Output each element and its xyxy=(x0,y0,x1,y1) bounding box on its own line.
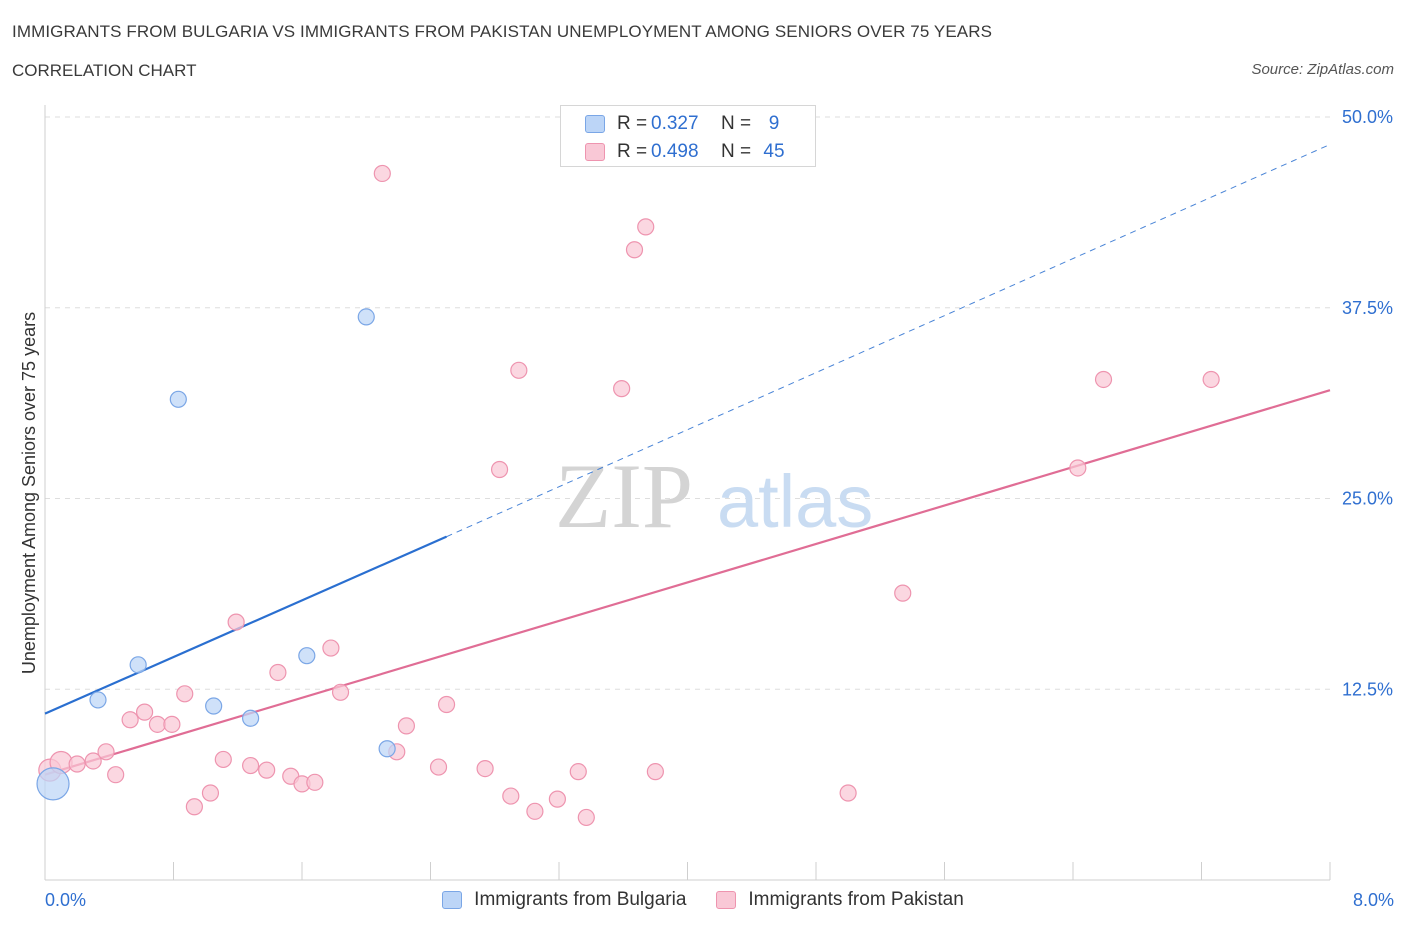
pakistan-point[interactable] xyxy=(476,760,494,778)
pakistan-point[interactable] xyxy=(373,164,391,183)
bulgaria-point[interactable] xyxy=(298,647,316,665)
pakistan-point[interactable] xyxy=(577,808,595,827)
pakistan-point[interactable] xyxy=(637,218,655,236)
pakistan-point[interactable] xyxy=(185,798,203,816)
legend-label-bulgaria: Immigrants from Bulgaria xyxy=(474,889,687,910)
y-tick-label: 12.5% xyxy=(1342,679,1393,699)
n-value: 45 xyxy=(763,141,785,162)
pakistan-point[interactable] xyxy=(163,715,181,733)
x-tick-label-max: 8.0% xyxy=(1352,890,1394,910)
bulgaria-point[interactable] xyxy=(357,308,375,326)
pakistan-point[interactable] xyxy=(227,613,245,631)
pakistan-point[interactable] xyxy=(322,639,340,657)
pakistan-point[interactable] xyxy=(258,761,276,779)
y-tick-labels: 12.5% 25.0% 37.5% 50.0% xyxy=(1342,107,1393,699)
r-value: 0.327 xyxy=(651,113,699,134)
pakistan-point[interactable] xyxy=(1202,370,1220,389)
pakistan-point[interactable] xyxy=(397,717,416,735)
pakistan-swatch xyxy=(585,143,605,161)
pakistan-point[interactable] xyxy=(490,460,509,479)
pakistan-point[interactable] xyxy=(214,750,232,769)
bulgaria-swatch xyxy=(585,115,605,133)
bulgaria-trend-extension xyxy=(446,144,1331,538)
y-tick-label: 25.0% xyxy=(1342,489,1393,509)
pakistan-point[interactable] xyxy=(894,584,912,602)
pakistan-point[interactable] xyxy=(121,711,139,729)
pakistan-point[interactable] xyxy=(107,766,125,784)
source-credit: Source: ZipAtlas.com xyxy=(1251,61,1394,78)
pakistan-point[interactable] xyxy=(569,763,587,781)
bulgaria-point[interactable] xyxy=(205,697,223,715)
pakistan-point[interactable] xyxy=(148,715,167,733)
pakistan-point[interactable] xyxy=(331,683,350,701)
axes xyxy=(44,105,1331,881)
r-label: R = xyxy=(617,141,648,162)
pakistan-point[interactable] xyxy=(502,787,520,805)
pakistan-point[interactable] xyxy=(526,802,544,820)
legend-label-pakistan: Immigrants from Pakistan xyxy=(748,889,964,910)
bulgaria-point[interactable] xyxy=(36,767,70,801)
watermark-zip: ZIP xyxy=(555,445,693,547)
pakistan-trend-line xyxy=(44,389,1331,776)
n-label: N = xyxy=(721,113,752,134)
pakistan-point[interactable] xyxy=(306,773,324,791)
r-value: 0.498 xyxy=(651,141,699,162)
watermark-atlas: atlas xyxy=(717,460,873,543)
bulgaria-point[interactable] xyxy=(169,390,187,408)
bulgaria-point[interactable] xyxy=(242,709,260,727)
bulgaria-swatch xyxy=(442,891,463,909)
x-tick-label-min: 0.0% xyxy=(45,890,87,910)
chart-subtitle: CORRELATION CHART xyxy=(12,61,197,80)
y-tick-label: 37.5% xyxy=(1342,298,1393,318)
bulgaria-trend-line xyxy=(44,535,448,715)
pakistan-point[interactable] xyxy=(269,663,287,682)
pakistan-swatch xyxy=(716,891,737,909)
pakistan-point[interactable] xyxy=(201,784,220,802)
y-axis-title: Unemployment Among Seniors over 75 years xyxy=(19,312,39,674)
pakistan-point[interactable] xyxy=(242,756,260,775)
legend-item-pakistan[interactable]: Immigrants from Pakistan xyxy=(716,889,964,911)
chart-title: IMMIGRANTS FROM BULGARIA VS IMMIGRANTS F… xyxy=(12,22,993,41)
pakistan-point[interactable] xyxy=(548,790,566,808)
pakistan-point[interactable] xyxy=(437,695,456,714)
gridlines xyxy=(45,116,1330,690)
pakistan-point[interactable] xyxy=(625,241,644,259)
pakistan-point[interactable] xyxy=(84,752,102,770)
pakistan-point[interactable] xyxy=(135,703,154,721)
legend-row-bulgaria: R = 0.327 N = 9 xyxy=(585,112,789,136)
r-label: R = xyxy=(617,113,648,134)
legend-row-pakistan: R = 0.498 N = 45 xyxy=(585,140,789,164)
watermark: ZIP atlas xyxy=(555,445,873,547)
series-legend: Immigrants from Bulgaria Immigrants from… xyxy=(0,889,1406,911)
pakistan-point[interactable] xyxy=(1069,459,1087,477)
pakistan-point[interactable] xyxy=(646,763,664,781)
pakistan-point[interactable] xyxy=(510,361,528,379)
pakistan-point[interactable] xyxy=(839,784,857,802)
n-value: 9 xyxy=(768,113,780,134)
legend-item-bulgaria[interactable]: Immigrants from Bulgaria xyxy=(442,889,686,911)
data-points xyxy=(36,164,1220,827)
bulgaria-point[interactable] xyxy=(129,656,147,674)
pakistan-point[interactable] xyxy=(429,758,448,776)
bulgaria-point[interactable] xyxy=(89,691,107,709)
pakistan-point[interactable] xyxy=(176,685,194,703)
n-label: N = xyxy=(721,141,752,162)
pakistan-point[interactable] xyxy=(68,755,86,773)
correlation-legend: R = 0.327 N = 9 R = 0.498 N = 45 xyxy=(560,105,816,167)
trend-lines xyxy=(44,144,1331,776)
pakistan-point[interactable] xyxy=(1094,370,1113,389)
y-tick-label: 50.0% xyxy=(1342,107,1393,127)
pakistan-point[interactable] xyxy=(613,380,631,398)
pakistan-point[interactable] xyxy=(97,743,115,761)
bulgaria-point[interactable] xyxy=(378,740,396,758)
